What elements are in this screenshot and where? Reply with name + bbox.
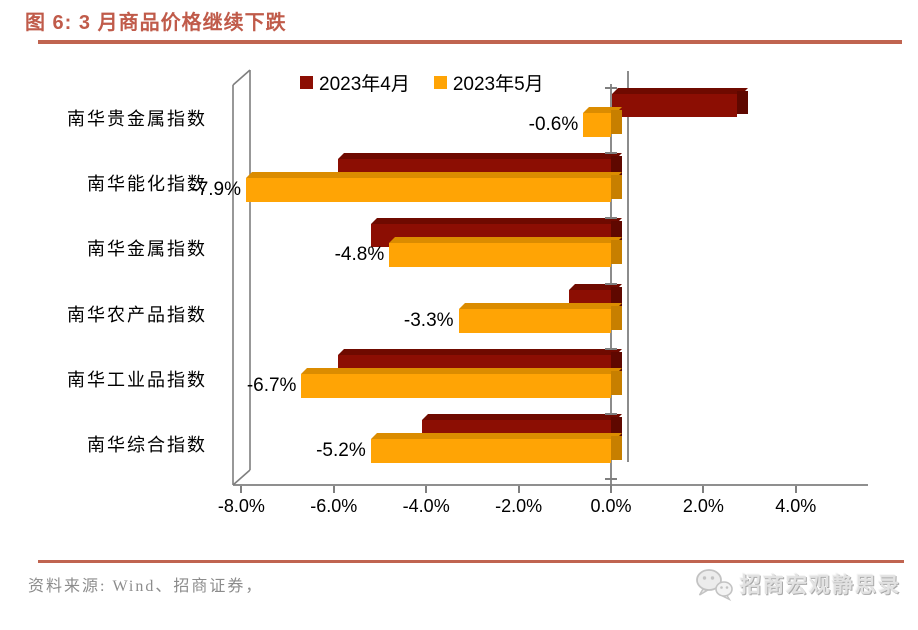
floor-left-edge <box>232 469 251 486</box>
data-label: -3.3% <box>403 309 454 331</box>
x-tick-label: -4.0% <box>402 496 450 516</box>
bar-end-face <box>736 91 748 114</box>
bar-end-face <box>610 221 622 245</box>
bar-end-face <box>610 435 622 460</box>
bar-front-face <box>583 113 611 137</box>
category-axis-tick <box>605 412 617 415</box>
bar-front-face <box>389 243 611 268</box>
category-label: 南华综合指数 <box>87 434 207 455</box>
bar-may <box>370 432 622 463</box>
category-label: 南华工业品指数 <box>67 369 207 390</box>
bar-end-face <box>610 156 622 180</box>
category-label: 南华贵金属指数 <box>67 109 207 129</box>
x-tick-label: -6.0% <box>310 496 358 516</box>
brand-name: 招商宏观静思录 <box>740 574 901 597</box>
category-axis-tick <box>605 217 617 220</box>
brand-watermark: 招商宏观静思录 <box>694 566 901 602</box>
bar-end-face <box>610 175 622 200</box>
figure-title: 图 6: 3 月商品价格继续下跌 <box>25 12 287 34</box>
bar-front-face <box>370 438 611 463</box>
bar-end-face <box>610 351 622 375</box>
bar-end-face <box>610 240 622 265</box>
bar-front-face <box>246 178 611 203</box>
category-axis-tick <box>605 152 617 155</box>
category-axis-tick <box>605 478 617 481</box>
legend-item: 2023年5月 <box>433 69 544 96</box>
left-wall-top-edge <box>232 69 251 86</box>
footer-divider <box>38 560 904 563</box>
bar-end-face <box>610 110 622 134</box>
x-tick-label: 0.0% <box>590 496 632 516</box>
category-label: 南华能化指数 <box>87 174 207 195</box>
category-label: 南华农产品指数 <box>67 304 207 325</box>
bar-end-face <box>610 370 622 395</box>
bar-may <box>389 237 622 268</box>
category-axis-tick <box>605 87 617 89</box>
data-label: -7.9% <box>191 179 242 201</box>
x-axis-tick <box>702 486 705 493</box>
x-axis-tick <box>517 486 520 493</box>
x-tick-label: -8.0% <box>217 496 265 516</box>
bar-front-face <box>301 373 611 398</box>
bar-front-face <box>458 308 611 333</box>
legend-swatch <box>300 76 313 89</box>
x-axis-tick <box>332 486 335 493</box>
bar-may <box>246 172 622 203</box>
data-label: -0.6% <box>528 114 579 135</box>
legend-label: 2023年5月 <box>452 74 544 95</box>
bar-may <box>583 107 622 137</box>
bar-end-face <box>610 286 622 310</box>
data-label: -4.8% <box>334 244 385 266</box>
x-tick-label: -2.0% <box>495 496 543 516</box>
bar-end-face <box>610 416 622 440</box>
x-axis-tick <box>425 486 428 493</box>
wechat-icon <box>696 569 733 602</box>
legend-label: 2023年4月 <box>319 74 410 95</box>
source-note: 资料来源: Wind、招商证券， <box>28 578 264 595</box>
bar-end-face <box>610 305 622 330</box>
x-tick-label: 4.0% <box>775 496 817 516</box>
x-axis-tick <box>794 486 797 493</box>
data-label: -5.2% <box>316 439 366 461</box>
x-tick-label: 2.0% <box>682 496 724 516</box>
x-axis-tick <box>610 486 612 493</box>
legend-swatch <box>433 76 447 89</box>
category-axis-tick <box>605 347 617 350</box>
bar-may <box>458 302 622 333</box>
bar-may <box>301 367 622 398</box>
category-axis-tick <box>605 282 617 285</box>
x-axis-tick <box>240 486 243 493</box>
bar-front-face <box>612 94 737 117</box>
legend-item: 2023年4月 <box>300 69 410 96</box>
category-label: 南华金属指数 <box>87 239 207 260</box>
chart-legend: 2023年4月 2023年5月 <box>300 69 544 96</box>
title-divider <box>38 40 902 44</box>
bar-april <box>612 88 748 117</box>
data-label: -6.7% <box>246 374 297 396</box>
